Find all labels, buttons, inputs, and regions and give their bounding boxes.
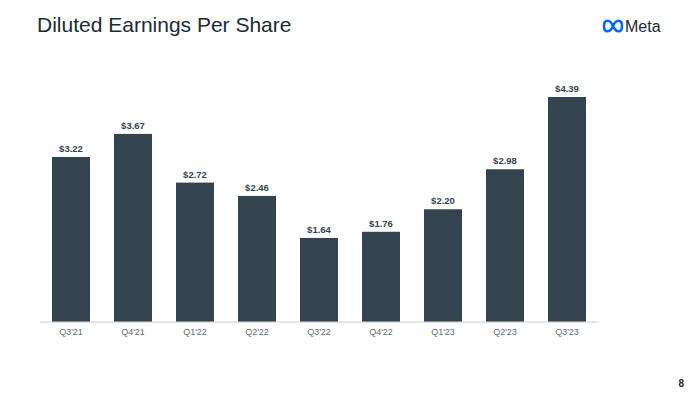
page: Diluted Earnings Per Share Meta 8 Q3'21 Q4'2… bbox=[0, 0, 700, 395]
bar bbox=[548, 97, 586, 322]
bar bbox=[114, 134, 152, 322]
x-tick-label: Q3'22 bbox=[307, 327, 331, 337]
chart: Diluted Earnings Per Share Meta 8 Q3'21 Q4'2… bbox=[0, 0, 700, 395]
page-number: 8 bbox=[678, 378, 684, 389]
x-tick-label: Q1'22 bbox=[183, 327, 207, 337]
x-axis bbox=[40, 322, 598, 323]
data-label: $3.67 bbox=[121, 120, 145, 131]
x-tick-label: Q1'23 bbox=[431, 327, 455, 337]
x-tick-label: Q3'21 bbox=[59, 327, 83, 337]
title: Diluted Earnings Per Share bbox=[37, 13, 291, 36]
data-label: $1.64 bbox=[307, 224, 331, 235]
data-label: $4.39 bbox=[555, 83, 579, 94]
logo-mark bbox=[604, 21, 622, 32]
bar bbox=[238, 196, 276, 322]
bar bbox=[486, 169, 524, 322]
data-label: $1.76 bbox=[369, 218, 393, 229]
data-label: $2.98 bbox=[493, 155, 517, 166]
x-tick-label: Q4'22 bbox=[369, 327, 393, 337]
data-label: $2.72 bbox=[183, 169, 207, 180]
brand: Meta bbox=[625, 18, 661, 35]
bar bbox=[424, 209, 462, 322]
x-tick-label: Q4'21 bbox=[121, 327, 145, 337]
data-label: $2.46 bbox=[245, 182, 269, 193]
data-label: $3.22 bbox=[59, 143, 83, 154]
bars bbox=[52, 97, 586, 322]
x-tick-label: Q2'23 bbox=[493, 327, 517, 337]
bar bbox=[300, 238, 338, 322]
x-tick-label: Q3'23 bbox=[555, 327, 579, 337]
x-tick-label: Q2'22 bbox=[245, 327, 269, 337]
bar bbox=[52, 157, 90, 322]
bar bbox=[362, 232, 400, 322]
data-label: $2.20 bbox=[431, 195, 455, 206]
bar bbox=[176, 183, 214, 322]
